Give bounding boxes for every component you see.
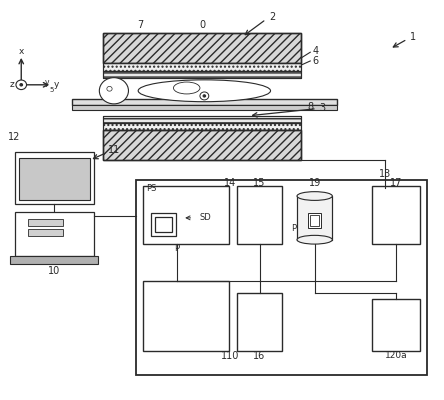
Circle shape <box>99 78 128 104</box>
Text: 120a: 120a <box>385 351 407 360</box>
Bar <box>372 186 420 244</box>
Ellipse shape <box>138 80 270 102</box>
Text: P: P <box>174 244 179 253</box>
Text: 12: 12 <box>8 132 21 142</box>
Bar <box>103 33 301 63</box>
Text: 6: 6 <box>313 56 319 66</box>
Text: 10: 10 <box>48 266 60 276</box>
Bar <box>103 130 301 160</box>
Text: z: z <box>10 80 15 89</box>
Text: 1: 1 <box>409 32 416 42</box>
Text: 15: 15 <box>254 178 266 188</box>
Bar <box>103 63 301 71</box>
Bar <box>151 213 176 236</box>
Text: 2: 2 <box>270 12 276 22</box>
Ellipse shape <box>297 235 332 244</box>
Text: y: y <box>44 78 49 87</box>
Text: 7: 7 <box>137 20 143 30</box>
Bar <box>238 293 281 351</box>
Text: P: P <box>291 224 296 233</box>
Text: 0: 0 <box>199 20 205 30</box>
Text: 8: 8 <box>307 102 313 112</box>
Bar <box>103 123 301 130</box>
Bar <box>103 71 301 78</box>
Circle shape <box>107 86 112 91</box>
Bar <box>103 116 301 123</box>
Text: PS: PS <box>146 184 156 193</box>
Text: 4: 4 <box>313 46 319 56</box>
Bar <box>310 215 319 226</box>
Text: x: x <box>19 46 24 56</box>
Text: 11: 11 <box>108 145 120 155</box>
Text: 17: 17 <box>390 178 402 188</box>
Bar <box>372 299 420 351</box>
Text: SD: SD <box>200 213 212 222</box>
Bar <box>28 219 63 226</box>
Bar <box>103 71 301 78</box>
Text: 110: 110 <box>221 351 239 361</box>
Bar <box>155 217 172 232</box>
Circle shape <box>16 80 27 90</box>
Circle shape <box>20 84 23 86</box>
Bar <box>15 152 94 204</box>
Text: y: y <box>54 80 59 89</box>
Bar <box>15 212 94 256</box>
Text: 19: 19 <box>309 178 321 188</box>
Bar <box>136 180 427 375</box>
Ellipse shape <box>297 192 332 200</box>
Bar <box>297 196 332 240</box>
Bar <box>103 130 301 160</box>
Bar <box>10 256 99 264</box>
Text: 16: 16 <box>254 351 266 361</box>
Circle shape <box>203 95 206 97</box>
Text: 14: 14 <box>224 178 236 188</box>
Text: 3: 3 <box>320 103 325 113</box>
Bar <box>143 186 229 244</box>
Bar <box>103 116 301 123</box>
Text: 5: 5 <box>50 87 54 93</box>
Bar <box>28 228 63 236</box>
Bar <box>238 186 281 244</box>
Bar <box>308 213 321 228</box>
Bar <box>19 158 90 200</box>
Bar <box>103 33 301 63</box>
Bar <box>72 105 337 110</box>
Bar <box>103 123 301 130</box>
Bar <box>143 282 229 351</box>
Bar <box>72 99 337 105</box>
Bar <box>103 63 301 71</box>
Text: 13: 13 <box>379 169 391 179</box>
